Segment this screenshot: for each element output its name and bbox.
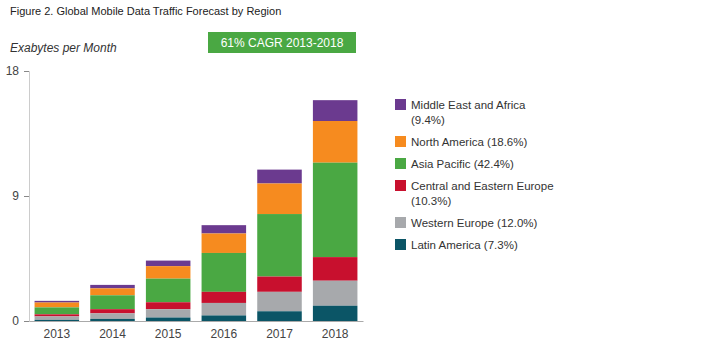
bars [35,100,358,321]
bar [35,307,80,314]
bar [35,301,80,303]
legend-item: Asia Pacific (42.4%) [395,158,514,170]
y-tick-mark [24,71,29,72]
bar [257,277,302,292]
legend-label: North America (18.6%) [411,136,527,148]
bar [146,318,191,321]
bar [257,184,302,215]
bar [313,121,358,163]
bar [90,285,135,288]
bar [313,281,358,306]
y-tick-mark [24,321,29,322]
y-tick-label: 18 [6,64,20,78]
legend-swatch [395,180,406,191]
x-tick-label: 2017 [266,327,293,341]
x-axis-line [30,321,364,322]
legend-label: Latin America (7.3%) [411,239,518,251]
x-tick: 2014 [99,321,126,341]
bar [35,320,80,321]
bar [313,163,358,257]
bar [146,261,191,267]
bar [90,295,135,309]
y-tick-label: 9 [12,189,19,203]
legend-label: Asia Pacific (42.4%) [411,158,514,170]
bar [146,302,191,309]
x-tick: 2017 [266,321,293,341]
bar [146,309,191,317]
x-tick: 2015 [155,321,182,341]
bar [35,303,80,308]
x-axis: 2013 2014 2015 2016 2017 2018 [30,321,364,341]
legend-swatch [395,136,406,147]
bar [90,288,135,295]
y-axis-label: Exabytes per Month [10,41,117,55]
bar [202,234,247,253]
bar [146,266,191,279]
y-axis-line [24,72,30,322]
legend-label: Middle East and Africa(9.4%) [411,99,526,126]
annotation: 61% CAGR 2013-2018 [208,32,356,53]
y-tick: 18 [6,64,29,78]
x-tick: 2016 [210,321,237,341]
y-tick-label: 0 [12,314,19,328]
bar [202,303,247,316]
bar [146,279,191,303]
bar [35,316,80,319]
legend-item: Latin America (7.3%) [395,239,518,251]
bar [257,311,302,321]
legend-item: Middle East and Africa(9.4%) [395,99,526,126]
legend-swatch [395,99,406,110]
legend-item: Western Europe (12.0%) [395,217,538,229]
bar [202,315,247,321]
legend-item: North America (18.6%) [395,136,527,148]
x-tick-label: 2015 [155,327,182,341]
legend-swatch [395,217,406,228]
x-tick-label: 2018 [322,327,349,341]
bar [313,100,358,121]
bar [313,257,358,281]
annotation-box [208,32,356,53]
legend-label: Western Europe (12.0%) [411,217,538,229]
bar [257,292,302,311]
bar [90,319,135,321]
annotation-text: 61% CAGR 2013-2018 [221,36,344,50]
legend-label: Central and Eastern Europe(10.3%) [411,180,554,207]
bar [313,306,358,321]
bar [202,253,247,292]
legend-swatch [395,158,406,169]
x-tick: 2013 [43,321,70,341]
bar [35,314,80,316]
legend: Middle East and Africa(9.4%) North Americ… [395,99,554,251]
legend-swatch [395,239,406,250]
y-tick: 0 [12,314,29,328]
bar [257,214,302,276]
chart: Figure 2. Global Mobile Data Traffic For… [0,0,723,351]
x-tick-label: 2014 [99,327,126,341]
bar [90,309,135,313]
y-tick-mark [24,196,29,197]
y-axis: 0 9 18 [6,64,30,328]
title: Figure 2. Global Mobile Data Traffic For… [10,5,281,17]
x-tick-label: 2013 [43,327,70,341]
legend-item: Central and Eastern Europe(10.3%) [395,180,554,207]
bar [257,170,302,184]
x-tick-label: 2016 [210,327,237,341]
bar [202,292,247,303]
bar [202,225,247,233]
bar [90,313,135,319]
x-tick: 2018 [322,321,349,341]
y-tick: 9 [12,189,29,203]
